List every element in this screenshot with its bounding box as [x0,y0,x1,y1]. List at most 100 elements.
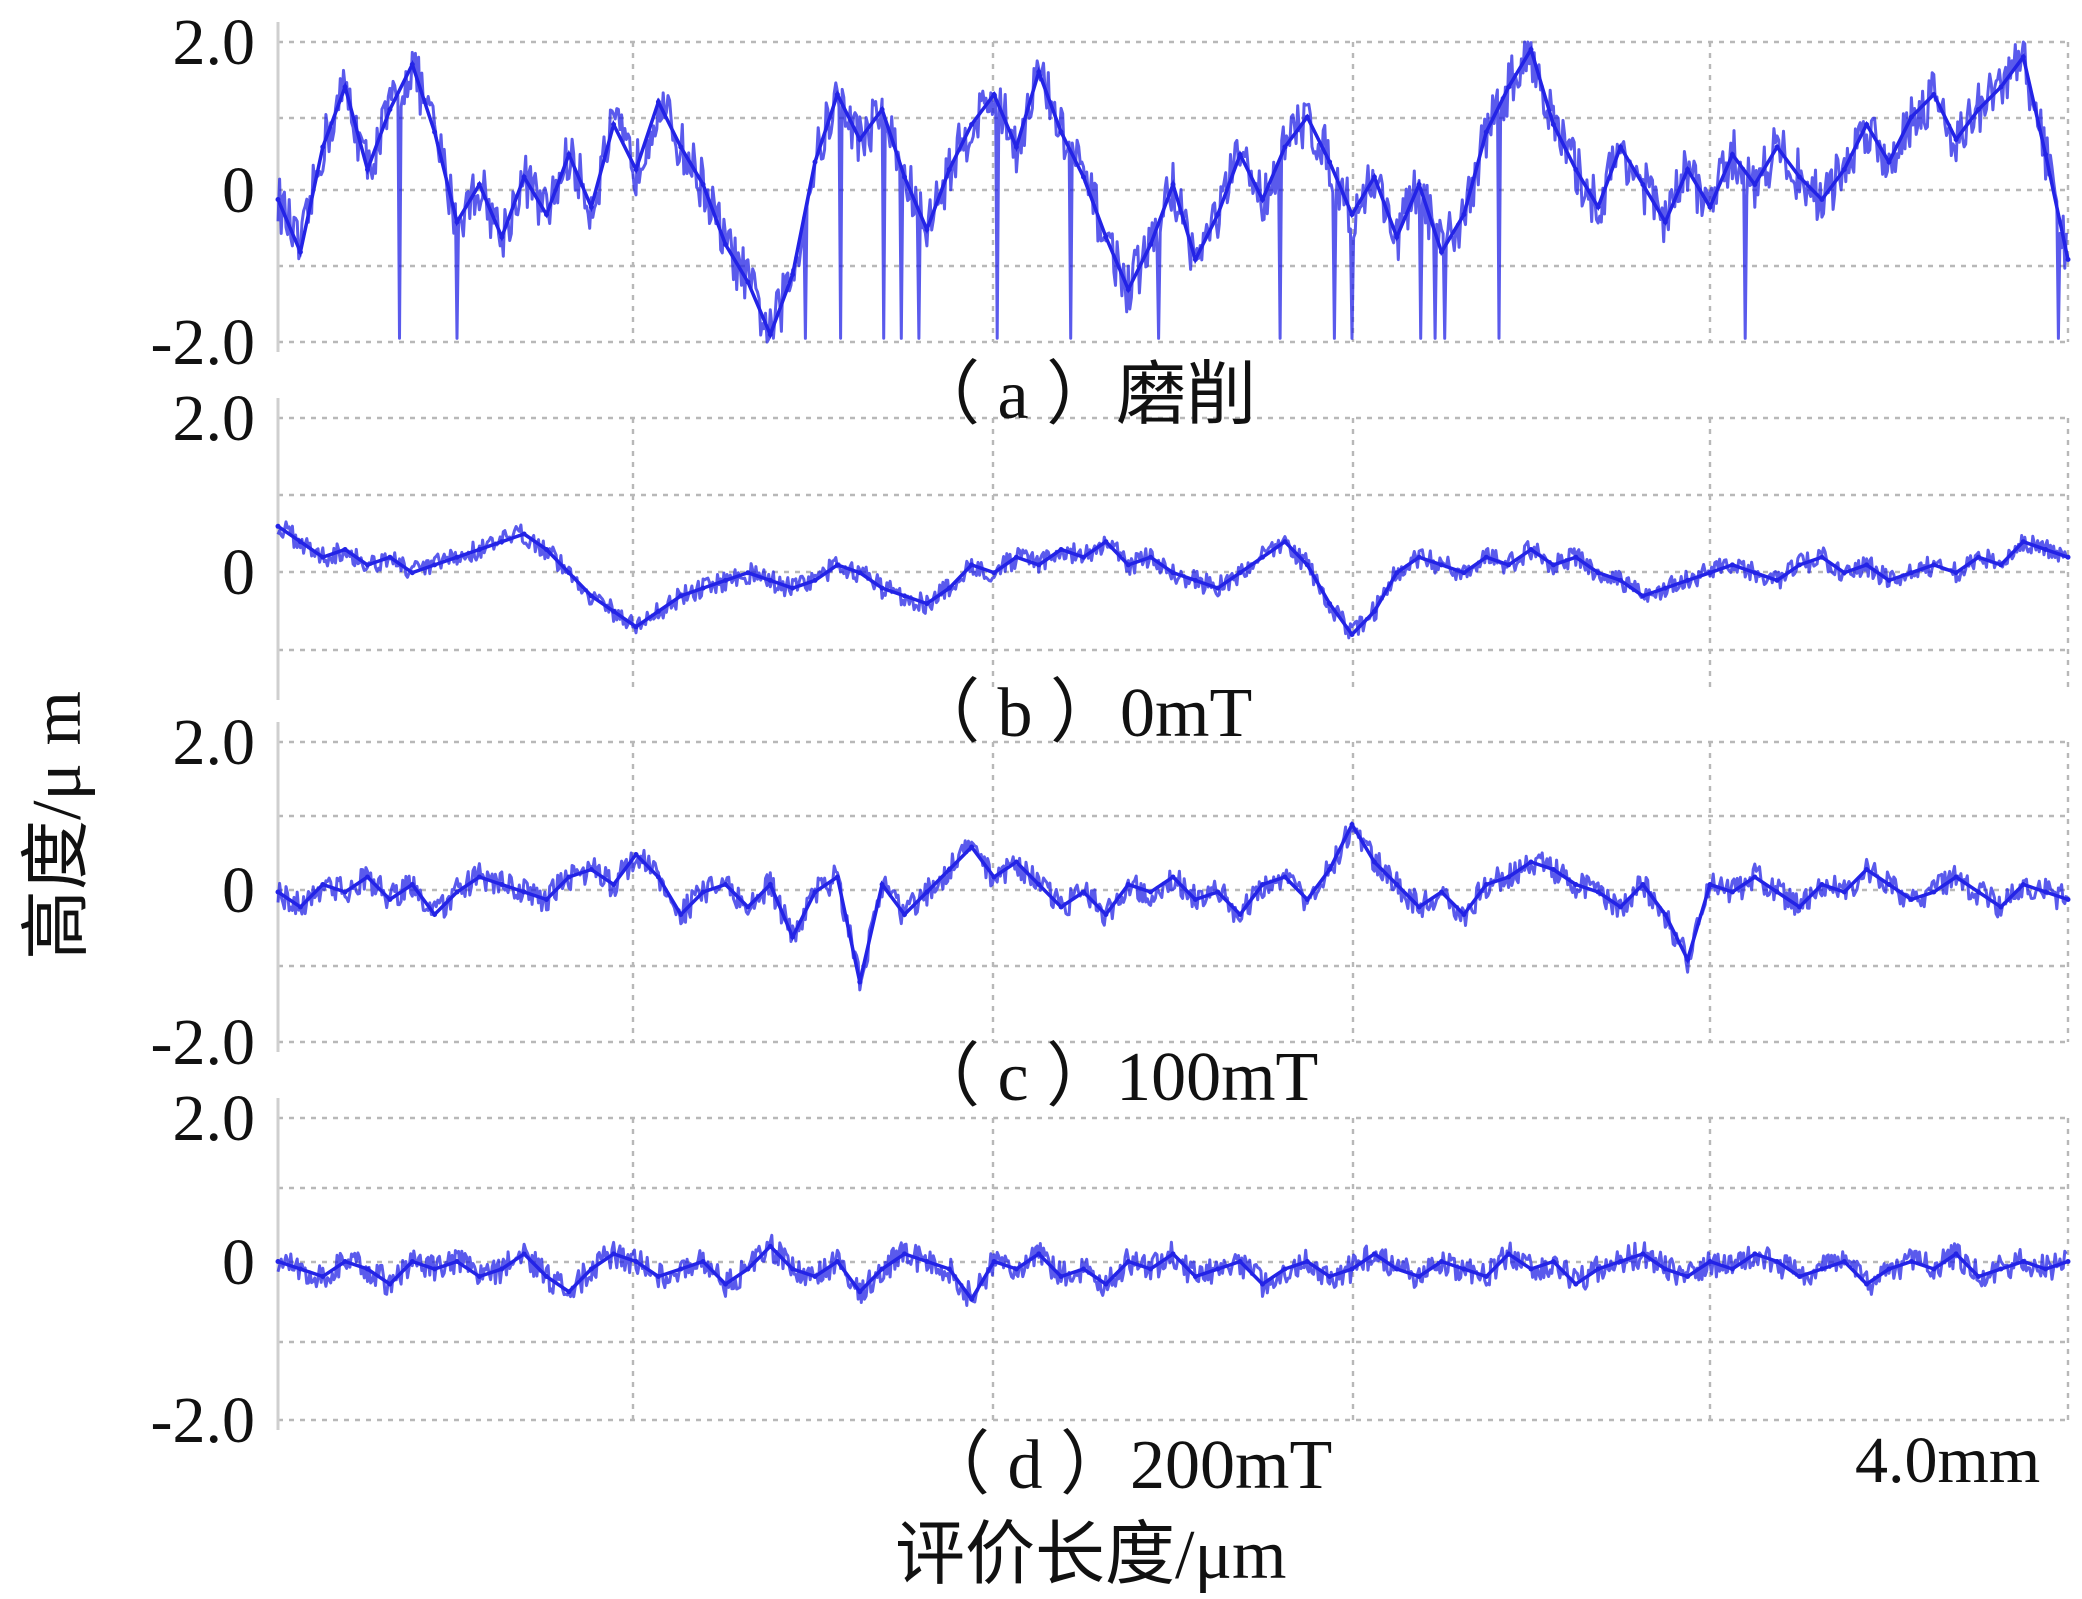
data-point [1371,608,1377,614]
data-point [1908,897,1914,902]
data-point [700,182,706,187]
data-point [1550,122,1556,127]
data-point [1640,1251,1646,1257]
data-point [1595,889,1601,895]
data-point [1797,562,1802,568]
data-point [1483,882,1489,887]
data-point [521,174,527,180]
data-point [812,577,818,583]
data-point [588,1266,594,1272]
data-point [566,570,572,576]
data-point [342,547,348,552]
data-point [946,167,952,172]
data-point [678,1266,684,1272]
data-point [1237,152,1243,157]
data-point [1506,84,1512,90]
data-point [1349,632,1355,637]
data-point [1260,1281,1265,1287]
data-point [700,889,706,895]
data-point [1729,562,1735,568]
data-point [1685,1274,1691,1279]
y-tick-label: 0 [222,154,255,227]
data-point [1260,882,1265,887]
y-tick-label: 2.0 [173,382,256,455]
data-point [1416,554,1422,560]
data-point [1013,554,1019,560]
data-point [1774,1259,1780,1264]
data-point [476,547,482,552]
data-point [812,889,818,895]
data-point [611,608,617,614]
data-point [1752,874,1758,880]
data-point [1662,912,1668,917]
data-point [1416,182,1422,187]
data-point [476,182,482,187]
data-point [521,531,527,537]
data-point [1729,152,1735,157]
y-tick-label: -2.0 [151,1006,255,1079]
data-point [1192,897,1198,902]
data-point [1774,144,1780,150]
data-point [1640,882,1646,887]
data-point [1081,554,1086,560]
data-point [1797,1274,1802,1279]
data-point [1573,882,1579,887]
data-point [2043,1266,2049,1272]
data-point [1125,287,1131,292]
data-point [1148,889,1154,895]
data-point [924,1259,930,1264]
data-point [1998,84,2004,90]
data-point [1058,904,1064,910]
data-point [1931,889,1937,895]
caption-b: （ b ）0mT [910,675,1252,752]
data-point [946,585,952,591]
data-point [1192,577,1198,583]
data-point [1528,859,1534,865]
data-point [700,585,706,591]
data-point [275,889,281,895]
data-point [499,539,505,545]
data-point [1282,874,1288,880]
data-point [1819,197,1825,202]
data-point [1886,577,1892,583]
data-point [767,1243,773,1249]
data-point [1170,1251,1176,1257]
data-point [1685,577,1691,583]
data-point [1013,1266,1019,1272]
data-point [365,874,370,880]
data-point [275,523,281,529]
panel-a: 2.0 0 -2.0 [151,6,2071,379]
y-axis-title: 高度/μ m [19,691,96,960]
data-point [723,882,728,887]
data-point [1237,912,1243,917]
data-point [1931,92,1937,97]
y-tick-label: 0 [222,854,255,927]
y-tick-label: 2.0 [173,706,256,779]
y-tick-label: 0 [222,536,255,609]
data-point [812,159,818,165]
data-point [387,107,393,112]
data-point [611,1251,617,1257]
data-point [499,1266,505,1272]
data-point [1595,204,1601,210]
data-point [1819,882,1825,887]
data-point [1685,957,1691,962]
data-point [902,912,907,917]
data-point [1125,1259,1131,1264]
data-point [902,593,907,599]
data-point [544,212,549,217]
data-point [1819,1266,1825,1272]
data-point [1976,107,1981,112]
data-point [454,554,460,560]
data-point [1304,562,1310,568]
data-point [1192,257,1198,262]
data-point [611,882,617,887]
data-point [834,92,840,97]
data-point [1707,204,1713,210]
data-point [767,577,773,583]
data-point [2065,1259,2071,1264]
data-point [1103,912,1109,917]
data-point [1528,1266,1534,1272]
data-point [432,912,438,917]
data-point [588,867,594,872]
